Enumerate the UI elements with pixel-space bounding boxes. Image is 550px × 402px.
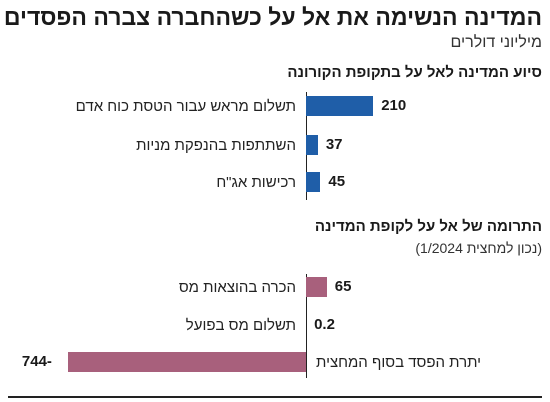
value-label-0-1: 37 bbox=[325, 136, 343, 153]
category-label-0-2: רכישות אג"ח bbox=[216, 174, 296, 191]
chart-subtitle: מיליוני דולרים bbox=[450, 34, 543, 51]
bar-0-0 bbox=[306, 96, 374, 116]
value-label-1-0: 65 bbox=[334, 278, 352, 295]
category-label-0-0: תשלום מראש עבור הטסת כוח אדם bbox=[75, 98, 296, 115]
chart-title: המדינה הנשימה את אל על כשהחברה צברה הפסד… bbox=[3, 4, 542, 30]
bar-0-1 bbox=[306, 135, 318, 155]
bottom-rule bbox=[8, 396, 542, 398]
category-label-0-1: השתתפות בהנפקת מניות bbox=[136, 137, 296, 154]
value-label-1-1: 0.2 bbox=[314, 316, 335, 333]
value-label-0-2: 45 bbox=[328, 173, 346, 190]
category-label-1-1: תשלום מס בפועל bbox=[185, 317, 296, 334]
axis-line-contribution bbox=[306, 274, 307, 378]
bar-1-0 bbox=[306, 277, 327, 297]
section-title-contribution: התרומה של אל על לקופת המדינה bbox=[314, 218, 542, 235]
section-title-aid: סיוע המדינה לאל על בתקופת הקורונה bbox=[287, 64, 542, 81]
value-label-0-0: 210 bbox=[381, 97, 407, 114]
value-label-1-2: 744- bbox=[21, 353, 52, 370]
category-label-1-0: הכרה בהוצאות מס bbox=[178, 279, 296, 296]
bar-1-2 bbox=[67, 352, 306, 372]
section-note-contribution: (נכון למחצית 1/2024) bbox=[415, 240, 542, 256]
bar-0-2 bbox=[306, 172, 321, 192]
category-label-1-2: יתרת הפסד בסוף המחצית bbox=[316, 354, 482, 371]
